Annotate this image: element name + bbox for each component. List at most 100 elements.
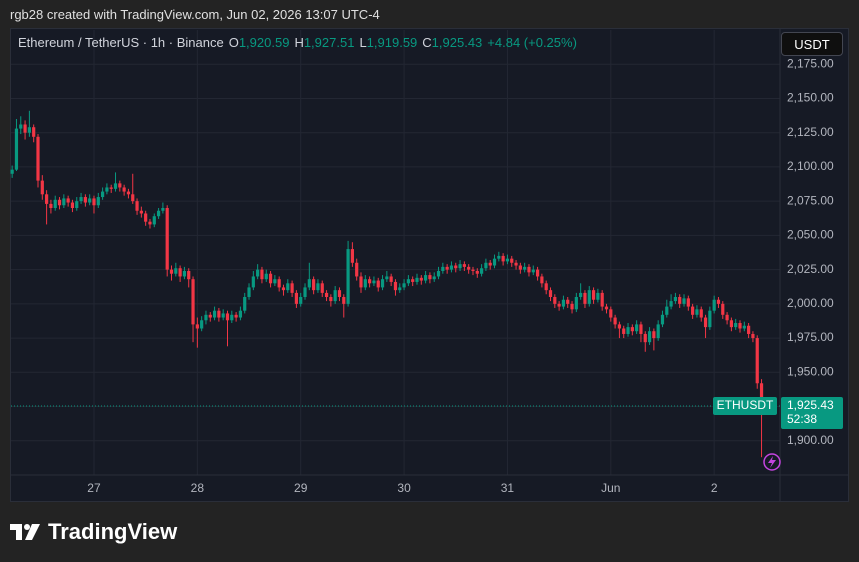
x-tick-label: 29 (294, 481, 308, 495)
legend-value: 1,920.59 (238, 35, 290, 50)
candle-body (385, 276, 389, 280)
symbol-tag-bg (713, 396, 777, 415)
candle-body (445, 266, 449, 270)
candle-body (286, 283, 290, 291)
legend-key: L (359, 35, 367, 50)
candle-body (165, 208, 169, 270)
y-tick-label: 2,100.00 (787, 159, 834, 173)
candle-body (725, 314, 729, 321)
candle-body (428, 275, 432, 280)
candle-body (548, 290, 553, 297)
candle-body (281, 287, 286, 291)
candle-body (131, 194, 135, 202)
candle-body (729, 320, 733, 328)
candle-body (329, 297, 333, 302)
candle-body (695, 309, 699, 315)
currency-button[interactable]: USDT (781, 32, 843, 56)
candle-body (268, 273, 273, 284)
candle-body (596, 292, 600, 300)
candle-body (118, 183, 122, 188)
candle-body (126, 191, 131, 195)
candle-body (591, 290, 596, 300)
candle-body (355, 262, 359, 277)
candle-body (204, 314, 208, 321)
alert-icon (763, 453, 781, 471)
candle-body (156, 210, 161, 217)
candle-body (70, 202, 75, 208)
candle-body (148, 221, 152, 225)
candle-body (600, 292, 604, 307)
candle-body (376, 280, 380, 288)
candle-body (708, 310, 712, 328)
candle-body (678, 297, 682, 304)
x-tick-label: 28 (191, 481, 205, 495)
candle-body (217, 310, 221, 318)
candle-body (527, 266, 531, 273)
chart-title: Ethereum / TetherUS · 1h · Binance (18, 35, 224, 50)
candle-body (363, 279, 367, 288)
chart-panel (10, 28, 849, 502)
candle-body (492, 258, 497, 266)
candle-body (441, 266, 445, 271)
x-tick-label: 31 (501, 481, 515, 495)
candle-body (561, 299, 566, 307)
candle-body (264, 273, 268, 280)
candle-body (19, 124, 23, 129)
candle-body (234, 314, 238, 318)
y-tick-label: 2,025.00 (787, 262, 834, 276)
candle-body (45, 194, 49, 204)
candle-body (665, 306, 669, 315)
candle-body (247, 287, 251, 297)
candle-body (583, 292, 587, 304)
candle-body (359, 276, 363, 288)
candle-body (467, 266, 471, 270)
candle-body (100, 191, 105, 198)
candle-body (419, 277, 423, 281)
candle-body (342, 297, 346, 304)
candle-body (617, 324, 622, 329)
candle-body (320, 283, 324, 293)
candle-body (652, 331, 656, 339)
candle-body (122, 187, 126, 192)
candle-body (747, 325, 751, 334)
x-tick-label: 2 (711, 481, 718, 495)
candle-body (53, 199, 57, 208)
candle-body (682, 298, 686, 304)
candle-body (299, 297, 303, 304)
legend-key: H (294, 35, 304, 50)
candle-body (518, 265, 522, 270)
candle-body (738, 323, 742, 329)
candle-body (553, 297, 557, 304)
candle-body (402, 283, 406, 288)
candle-body (630, 327, 634, 332)
legend-change: +4.84 (+0.25%) (487, 35, 577, 50)
candle-body (643, 333, 647, 343)
candle-body (14, 128, 19, 170)
candle-body (609, 309, 613, 318)
candle-body (570, 303, 574, 310)
logo-text: TradingView (48, 519, 178, 544)
candle-body (734, 323, 738, 328)
candle-body (144, 213, 148, 222)
candle-body (691, 306, 695, 315)
candle-body (604, 306, 609, 310)
candle-body (531, 269, 535, 273)
candle-body (96, 197, 100, 206)
candle-body (368, 279, 372, 284)
y-tick-label: 1,900.00 (787, 433, 834, 447)
candle-body (88, 198, 92, 203)
candle-body (66, 198, 70, 203)
candle-body (372, 280, 376, 284)
candle-body (557, 303, 561, 307)
candle-body (574, 297, 578, 310)
candle-body (195, 324, 199, 329)
candle-body (389, 276, 393, 282)
candle-body (471, 269, 475, 271)
price-tag: 1,925.43 (787, 398, 834, 412)
candle-body (454, 265, 458, 269)
candle-body (656, 324, 660, 339)
candle-body (36, 136, 40, 181)
candle-body (324, 292, 329, 297)
candle-body (497, 255, 501, 259)
